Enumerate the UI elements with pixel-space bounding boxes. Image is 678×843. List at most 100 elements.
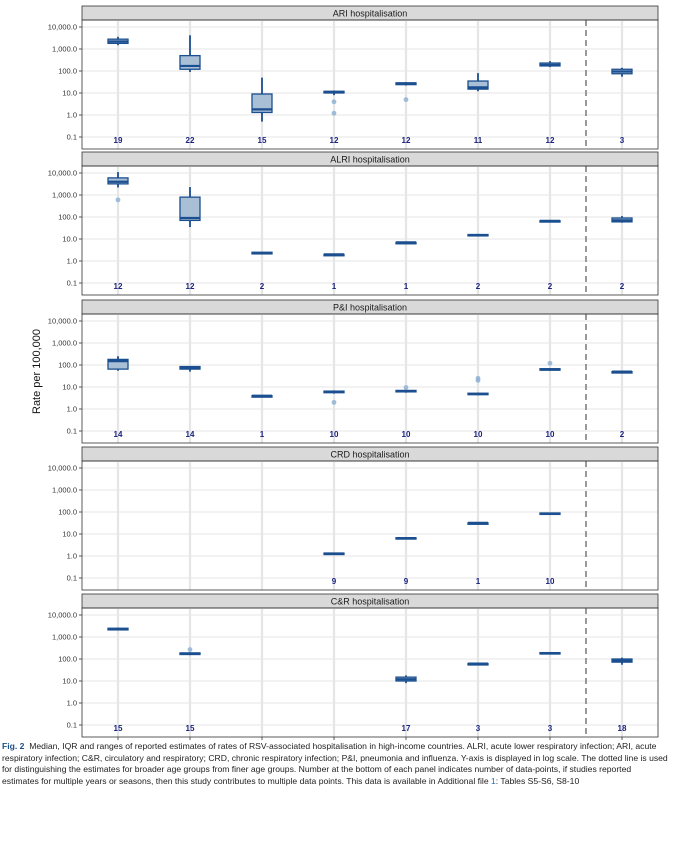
- y-tick-label: 10.0: [62, 383, 77, 392]
- y-tick-label: 10.0: [62, 530, 77, 539]
- figure-label: Fig. 2: [2, 741, 25, 751]
- data-point-count: 10: [546, 430, 555, 439]
- panel-border: [81, 313, 659, 444]
- panel-title: CRD hospitalisation: [330, 450, 409, 460]
- outlier-point: [187, 647, 193, 652]
- caption-text: Median, IQR and ranges of reported estim…: [2, 741, 668, 786]
- panel-title: ALRI hospitalisation: [330, 155, 410, 165]
- data-point-count: 3: [548, 724, 553, 733]
- outlier-point: [331, 399, 337, 405]
- y-tick-label: 0.1: [67, 721, 77, 730]
- outlier-point: [547, 360, 553, 366]
- additional-file-link[interactable]: 1: [491, 775, 496, 786]
- data-point-count: 12: [330, 136, 339, 145]
- y-tick-label: 1,000.0: [52, 45, 77, 54]
- panel-title: C&R hospitalisation: [331, 597, 410, 607]
- panel-1: ALRI hospitalisation 0.1 1.0 10.0 100.0 1,000…: [48, 151, 659, 296]
- box-iqr: [467, 80, 489, 90]
- outlier-point: [475, 375, 481, 381]
- y-tick-label: 1,000.0: [52, 339, 77, 348]
- panel-title: ARI hospitalisation: [333, 9, 408, 19]
- panel-4: C&R hospitalisation 0.1 1.0 10.0 100.0 1,000.…: [48, 593, 659, 738]
- data-point-count: 1: [260, 430, 265, 439]
- box-iqr: [107, 358, 129, 370]
- y-tick-label: 10,000.0: [48, 169, 77, 178]
- y-tick-label: 100.0: [58, 655, 77, 664]
- data-point-count: 2: [620, 282, 625, 291]
- data-point-count: 1: [404, 282, 409, 291]
- panel-border: [81, 460, 659, 591]
- y-tick-label: 0.1: [67, 133, 77, 142]
- data-point-count: 19: [114, 136, 123, 145]
- panel-3: CRD hospitalisation 0.1 1.0 10.0 100.0 1,000.…: [48, 446, 659, 591]
- data-point-count: 2: [620, 430, 625, 439]
- data-point-count: 12: [546, 136, 555, 145]
- outlier-point: [403, 385, 409, 390]
- data-point-count: 12: [114, 282, 123, 291]
- boxplot-chart: ARI hospitalisation 0.1 1.0 10.0 100.0 1,000.…: [31, 5, 659, 740]
- data-point-count: 2: [260, 282, 265, 291]
- y-tick-label: 1.0: [67, 111, 77, 120]
- panel-border: [81, 19, 659, 150]
- data-point-count: 12: [186, 282, 195, 291]
- y-tick-label: 10,000.0: [48, 464, 77, 473]
- panel-0: ARI hospitalisation 0.1 1.0 10.0 100.0 1,000.…: [48, 5, 659, 150]
- outlier-point: [331, 110, 337, 116]
- y-tick-label: 10.0: [62, 89, 77, 98]
- y-tick-label: 1,000.0: [52, 486, 77, 495]
- outlier-point: [403, 97, 409, 103]
- y-tick-label: 0.1: [67, 279, 77, 288]
- panel-title: P&I hospitalisation: [333, 303, 407, 313]
- data-point-count: 14: [114, 430, 123, 439]
- y-tick-label: 10,000.0: [48, 317, 77, 326]
- y-tick-label: 1.0: [67, 405, 77, 414]
- data-point-count: 9: [404, 577, 409, 586]
- outlier-point: [331, 99, 337, 105]
- data-point-count: 10: [474, 430, 483, 439]
- data-point-count: 12: [402, 136, 411, 145]
- data-point-count: 3: [476, 724, 481, 733]
- box-iqr: [251, 93, 273, 114]
- data-point-count: 15: [186, 724, 195, 733]
- panel-2: P&I hospitalisation 0.1 1.0 10.0 100.0 1,000.…: [48, 299, 659, 444]
- data-point-count: 1: [476, 577, 481, 586]
- box-iqr: [179, 54, 201, 70]
- data-point-count: 18: [618, 724, 627, 733]
- data-point-count: 17: [402, 724, 411, 733]
- data-point-count: 15: [114, 724, 123, 733]
- outlier-point: [115, 197, 121, 203]
- data-point-count: 9: [332, 577, 337, 586]
- y-tick-label: 1.0: [67, 552, 77, 561]
- caption-tail: : Tables S5-S6, S8-10: [495, 775, 580, 786]
- y-tick-label: 1,000.0: [52, 191, 77, 200]
- panel-border: [81, 607, 659, 738]
- y-tick-label: 1.0: [67, 699, 77, 708]
- y-tick-label: 100.0: [58, 508, 77, 517]
- data-point-count: 2: [548, 282, 553, 291]
- y-tick-label: 100.0: [58, 67, 77, 76]
- y-tick-label: 100.0: [58, 361, 77, 370]
- data-point-count: 2: [476, 282, 481, 291]
- y-tick-label: 0.1: [67, 427, 77, 436]
- data-point-count: 22: [186, 136, 195, 145]
- y-tick-label: 1.0: [67, 257, 77, 266]
- y-tick-label: 10.0: [62, 677, 77, 686]
- y-tick-label: 10.0: [62, 235, 77, 244]
- panel-border: [81, 165, 659, 296]
- data-point-count: 10: [402, 430, 411, 439]
- data-point-count: 14: [186, 430, 195, 439]
- y-axis-title: Rate per 100,000: [31, 329, 43, 414]
- data-point-count: 3: [620, 136, 625, 145]
- data-point-count: 10: [546, 577, 555, 586]
- box-iqr: [179, 196, 201, 222]
- data-point-count: 1: [332, 282, 337, 291]
- y-tick-label: 1,000.0: [52, 633, 77, 642]
- figure-caption: Fig. 2 Median, IQR and ranges of reporte…: [2, 741, 668, 787]
- y-tick-label: 100.0: [58, 213, 77, 222]
- y-tick-label: 10,000.0: [48, 23, 77, 32]
- y-tick-label: 10,000.0: [48, 611, 77, 620]
- data-point-count: 15: [258, 136, 267, 145]
- y-tick-label: 0.1: [67, 574, 77, 583]
- data-point-count: 10: [330, 430, 339, 439]
- data-point-count: 11: [474, 136, 483, 145]
